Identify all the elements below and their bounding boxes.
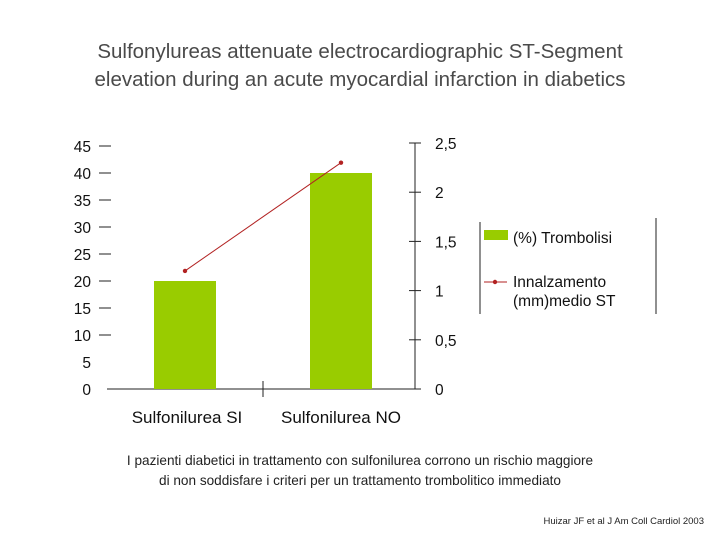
y-left-tick-label: 40 <box>74 166 92 183</box>
caption: I pazienti diabetici in trattamento con … <box>40 451 680 491</box>
y-left-tick-label: 30 <box>74 220 92 237</box>
title-line-1: Sulfonylureas attenuate electrocardiogra… <box>97 40 623 63</box>
st-elevation-line <box>184 162 342 272</box>
y-right-tick-label: 2 <box>435 185 444 202</box>
y-right-tick-label: 2,5 <box>435 136 457 153</box>
y-left-tick-label: 5 <box>82 355 91 372</box>
x-category-label: Sulfonilurea NO <box>281 408 401 427</box>
y-left-tick-label: 15 <box>74 301 91 318</box>
caption-line-2: di non soddisfare i criteri per un tratt… <box>159 473 561 488</box>
citation: Huizar JF et al J Am Coll Cardiol 2003 <box>543 516 704 527</box>
y-right-tick-label: 0 <box>435 382 444 399</box>
legend-label-trombolisi: (%) Trombolisi <box>513 230 612 247</box>
y-left-tick-label: 0 <box>82 382 91 399</box>
legend-swatch-marker <box>492 279 498 285</box>
bar-1 <box>154 281 216 389</box>
y-right-tick-label: 1,5 <box>435 234 457 251</box>
y-right-tick-label: 0,5 <box>435 333 457 350</box>
legend-label-st-line-2: (mm)medio ST <box>513 293 616 310</box>
st-elevation-point-1 <box>182 268 188 274</box>
y-right-tick-label: 1 <box>435 284 444 301</box>
y-left-tick-label: 25 <box>74 247 91 264</box>
y-left-tick-label: 35 <box>74 193 91 210</box>
x-category-label: Sulfonilurea SI <box>132 408 243 427</box>
st-elevation-point-2 <box>338 160 344 165</box>
slide-title: Sulfonylureas attenuate electrocardiogra… <box>40 38 680 94</box>
legend-label-st-line-1: Innalzamento <box>513 274 606 291</box>
caption-line-1: I pazienti diabetici in trattamento con … <box>126 453 594 468</box>
y-left-tick-label: 45 <box>74 139 91 156</box>
bar-2 <box>310 173 372 389</box>
y-left-tick-label: 10 <box>74 328 92 345</box>
legend-swatch-bar <box>484 230 508 240</box>
title-line-2: elevation during an acute myocardial inf… <box>94 68 626 91</box>
y-left-tick-label: 20 <box>74 274 92 291</box>
